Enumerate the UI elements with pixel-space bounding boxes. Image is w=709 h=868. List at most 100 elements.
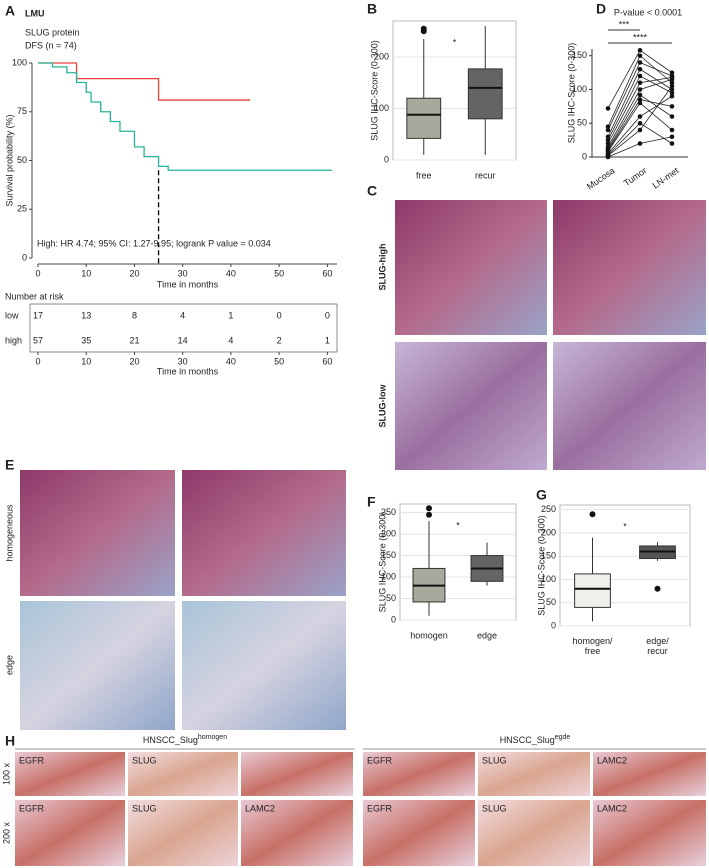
x-tick-label: 60 <box>322 356 332 366</box>
patient-line <box>607 136 673 158</box>
subtitle: SLUG protein <box>25 27 80 37</box>
panel-letter: H <box>5 733 15 749</box>
y-tick-label: 150 <box>541 551 556 561</box>
y-axis-label: Survival probability (%) <box>4 114 14 206</box>
micrograph <box>15 800 125 866</box>
y-tick-label: 100 <box>374 103 389 113</box>
x-tick-label: Mucosa <box>585 165 617 191</box>
risk-row-label: high <box>5 335 22 345</box>
image-label: SLUG <box>482 803 507 813</box>
y-tick-label: 0 <box>384 154 389 164</box>
x-tick-label: 0 <box>35 356 40 366</box>
micrograph <box>363 752 475 796</box>
point <box>669 80 675 86</box>
group-title-text: HNSCC_Slug <box>500 735 555 745</box>
y-tick-label: 0 <box>391 614 396 624</box>
point <box>637 53 643 59</box>
panel-letter: D <box>596 1 606 17</box>
point <box>669 134 675 140</box>
point <box>605 127 611 133</box>
image-label: LAMC2 <box>597 755 627 765</box>
y-tick-label: 50 <box>546 597 556 607</box>
micrograph <box>553 200 706 335</box>
point <box>637 73 643 79</box>
micrograph <box>128 800 238 866</box>
risk-value: 2 <box>277 335 282 345</box>
point <box>637 66 643 72</box>
risk-value: 8 <box>132 310 137 320</box>
point <box>669 70 675 75</box>
y-tick-label: 0 <box>551 620 556 630</box>
group-title-superscript: egde <box>555 734 571 741</box>
micrograph <box>15 752 125 796</box>
y-axis-label: SLUG IHC-Score (0-300) <box>369 40 379 141</box>
x-tick-label: recur <box>475 170 496 180</box>
y-tick-label: 100 <box>381 571 396 581</box>
risk-value: 1 <box>325 335 330 345</box>
x-tick-label: homogen/free <box>572 636 613 656</box>
y-tick-label: 50 <box>577 118 587 128</box>
panel-letter: B <box>367 1 377 17</box>
x-tick-label: 10 <box>81 356 91 366</box>
x-tick-label: 50 <box>274 268 284 278</box>
outlier <box>426 505 432 512</box>
micrograph <box>241 800 353 866</box>
box <box>406 97 442 139</box>
risk-value: 13 <box>81 310 91 320</box>
y-tick-label: 150 <box>572 50 587 60</box>
outlier <box>589 511 596 518</box>
x-tick-label: Tumor <box>622 165 649 188</box>
point <box>669 93 675 99</box>
x-tick-label: 40 <box>226 268 236 278</box>
image-label: EGFR <box>19 755 45 765</box>
y-tick-label: 75 <box>17 106 27 116</box>
risk-value: 4 <box>228 335 233 345</box>
image-label: SLUG <box>132 803 157 813</box>
image-label: SLUG <box>482 755 507 765</box>
risk-table-title: Number at risk <box>5 291 64 301</box>
point <box>637 60 643 65</box>
group-title-superscript: homogen <box>198 734 227 741</box>
y-axis-label: SLUG IHC-Score (0-300) <box>377 512 387 613</box>
image-label: SLUG <box>132 755 157 765</box>
y-tick-label: 150 <box>381 550 396 560</box>
micrograph <box>395 342 547 470</box>
point <box>637 92 643 98</box>
y-tick-label: 100 <box>572 84 587 94</box>
y-tick-label: 200 <box>541 527 556 537</box>
image-label: LAMC2 <box>245 803 275 813</box>
y-tick-label: 0 <box>22 252 27 262</box>
significance: * <box>623 521 627 531</box>
risk-value: 0 <box>277 310 282 320</box>
y-tick-label: 200 <box>381 528 396 538</box>
row-label: SLUG-low <box>377 384 387 428</box>
chart-title: LMU <box>25 8 45 18</box>
x-tick-label: 50 <box>274 356 284 366</box>
x-tick-label: edge <box>477 630 497 640</box>
outlier <box>654 585 661 592</box>
x-tick-label: edge/recur <box>646 636 669 656</box>
x-axis-label: Time in months <box>157 366 219 376</box>
point <box>637 87 643 92</box>
risk-value: 17 <box>33 310 43 320</box>
chart-title: P-value < 0.0001 <box>614 7 682 17</box>
y-tick-label: 100 <box>541 574 556 584</box>
significance: * <box>453 37 457 47</box>
image-label: LAMC2 <box>597 803 627 813</box>
micrograph <box>395 200 547 335</box>
point <box>637 141 643 146</box>
y-tick-label: 50 <box>386 593 396 603</box>
point <box>669 83 675 89</box>
y-tick-label: 100 <box>12 57 27 67</box>
risk-value: 14 <box>178 335 188 345</box>
point <box>637 80 643 86</box>
point <box>637 127 643 133</box>
panel-letter: F <box>367 494 376 510</box>
y-tick-label: 200 <box>374 51 389 61</box>
x-tick-label: 10 <box>81 268 91 278</box>
risk-row-label: low <box>5 310 19 320</box>
survival-curve <box>38 62 251 101</box>
x-tick-label: 30 <box>178 356 188 366</box>
y-tick-label: 25 <box>17 204 27 214</box>
micrograph <box>182 470 346 596</box>
